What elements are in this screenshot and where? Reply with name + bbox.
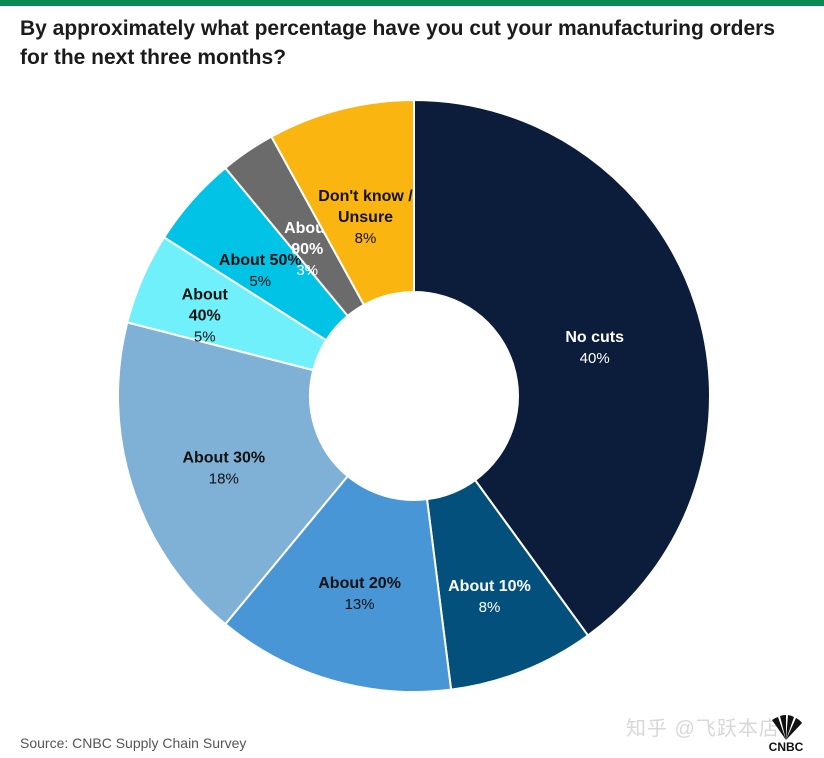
slice-value-label: 13%: [345, 596, 375, 613]
slice-label-3: About 30% 18%: [182, 449, 265, 487]
slice-3: [117, 321, 350, 626]
slice-category-label: 40%: [189, 307, 221, 324]
slice-category-label: No cuts: [565, 329, 624, 346]
slice-category-label: About 20%: [318, 575, 401, 592]
chart-title: By approximately what percentage have yo…: [20, 17, 776, 69]
slice-category-label: Don't know /: [318, 188, 413, 205]
slice-value-label: 8%: [479, 599, 501, 616]
peacock-icon: [772, 714, 802, 740]
slice-category-label: About 50%: [219, 252, 302, 269]
slice-category-label: About 10%: [448, 578, 531, 595]
slice-2: [223, 474, 453, 693]
cnbc-logo: CNBC: [764, 714, 808, 754]
slice-category-label: Unsure: [338, 209, 393, 226]
top-accent-bar: [0, 0, 824, 6]
slice-value-label: 5%: [249, 273, 271, 290]
slice-value-label: 8%: [355, 230, 377, 247]
slice-label-4: About 40% 5%: [182, 286, 229, 345]
slice-label-1: About 10% 8%: [448, 578, 531, 616]
source-note: Source: CNBC Supply Chain Survey: [20, 735, 247, 751]
slice-value-label: 18%: [209, 470, 239, 487]
slice-label-0: No cuts 40%: [565, 329, 624, 367]
slice-label-2: About 20% 13%: [318, 575, 401, 613]
slice-value-label: 40%: [580, 350, 610, 367]
watermark: 知乎 @飞跃本店: [626, 718, 780, 740]
slice-category-label: About 30%: [182, 449, 265, 466]
slice-label-7: Don't know / Unsure 8%: [318, 188, 413, 247]
slice-category-label: About: [182, 286, 229, 303]
cnbc-logo-text: CNBC: [768, 740, 804, 754]
slice-0: [413, 98, 711, 637]
slice-category-label: 90%: [291, 241, 323, 258]
slice-value-label: 3%: [296, 262, 318, 279]
slice-value-label: 5%: [194, 328, 216, 345]
slice-7: [270, 98, 415, 307]
slice-label-5: About 50% 5%: [219, 252, 302, 290]
